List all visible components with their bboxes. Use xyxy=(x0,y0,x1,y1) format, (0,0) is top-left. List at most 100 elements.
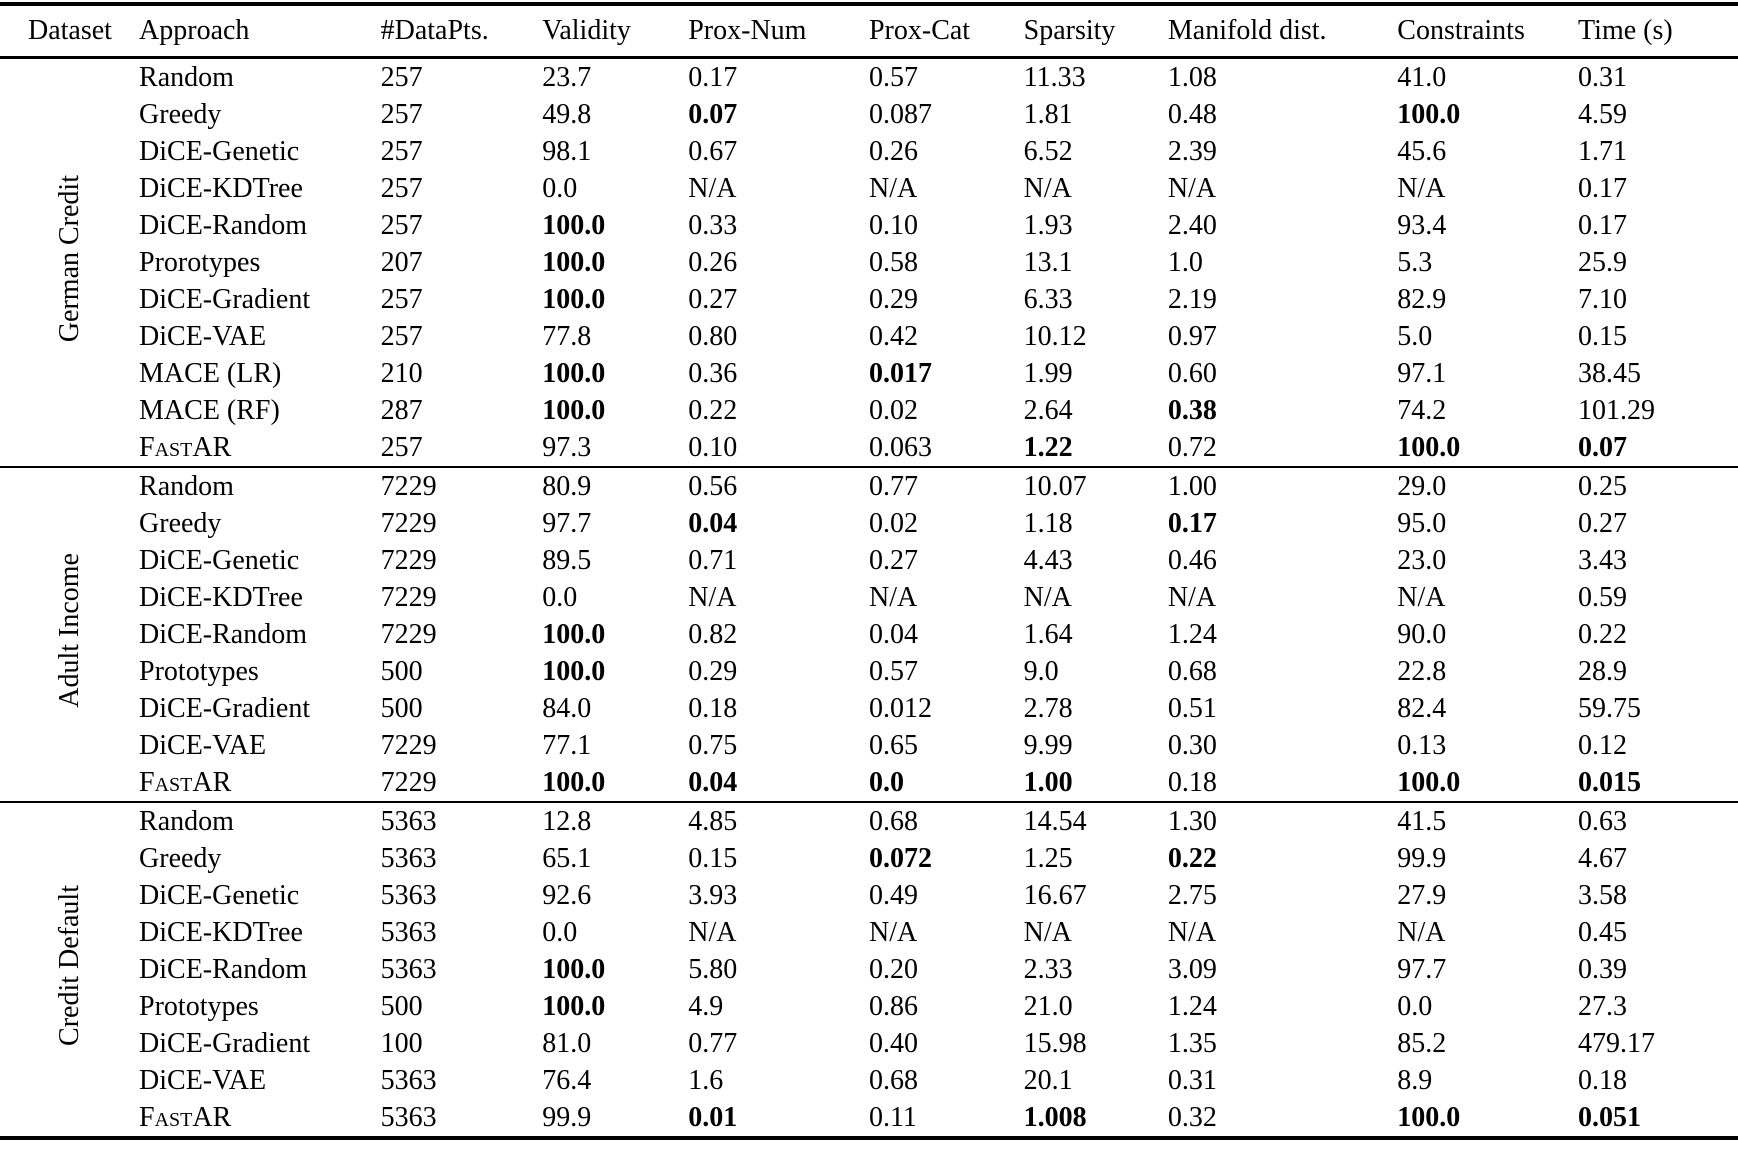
value-cell: 0.12 xyxy=(1578,729,1628,761)
value-cell: 23.7 xyxy=(542,61,592,93)
value-cell: 5363 xyxy=(380,916,437,948)
value-cell: 1.99 xyxy=(1023,357,1073,389)
value-cell: 0.68 xyxy=(868,1064,918,1096)
value-cell: 0.11 xyxy=(868,1101,917,1133)
value-cell: 100.0 xyxy=(1397,766,1461,798)
dataset-group: Credit Default Random 5363 12.8 4.85 0.68 14.5… xyxy=(0,802,1738,1138)
approach-name: DiCE-VAE xyxy=(139,320,267,352)
value-cell: 1.00 xyxy=(1167,470,1217,502)
table-row: DiCE-Gradient 257 100.0 0.27 0.29 6.33 2.19 82.… xyxy=(0,281,1738,318)
value-cell: 0.67 xyxy=(688,135,738,167)
value-cell: 2.33 xyxy=(1023,953,1073,985)
value-cell: 13.1 xyxy=(1023,246,1073,278)
value-cell: 100.0 xyxy=(542,357,606,389)
table-row: Prototypes 500 100.0 0.29 0.57 9.0 0.68 22.8 28.… xyxy=(0,653,1738,690)
value-cell: 0.57 xyxy=(868,655,918,687)
value-cell: 0.56 xyxy=(688,470,738,502)
value-cell: 0.22 xyxy=(1578,618,1628,650)
dataset-label-cell: German Credit xyxy=(0,58,139,468)
value-cell: 257 xyxy=(380,320,423,352)
value-cell: 0.0 xyxy=(542,916,578,948)
table-row: DiCE-Random 7229 100.0 0.82 0.04 1.64 1.24 90.0… xyxy=(0,616,1738,653)
value-cell: 7229 xyxy=(380,544,437,576)
value-cell: 98.1 xyxy=(542,135,592,167)
value-cell: 257 xyxy=(380,431,423,463)
value-cell: 7229 xyxy=(380,470,437,502)
value-cell: 3.09 xyxy=(1167,953,1217,985)
value-cell: 0.58 xyxy=(868,246,918,278)
value-cell: 77.1 xyxy=(542,729,592,761)
value-cell: 100.0 xyxy=(1397,1101,1461,1133)
value-cell: N/A xyxy=(1397,916,1446,948)
table-row: FastAR 7229 100.0 0.04 0.0 1.00 0.18 100.0 0.015 xyxy=(0,764,1738,802)
value-cell: N/A xyxy=(868,172,918,204)
table-row: DiCE-Random 5363 100.0 5.80 0.20 2.33 3.09 97.7… xyxy=(0,951,1738,988)
col-header-dataset: Dataset xyxy=(28,15,112,46)
value-cell: 10.12 xyxy=(1023,320,1087,352)
approach-name: DiCE-Gradient xyxy=(139,283,311,315)
value-cell: 257 xyxy=(380,135,423,167)
value-cell: 1.35 xyxy=(1167,1027,1217,1059)
value-cell: 479.17 xyxy=(1578,1027,1656,1059)
value-cell: 0.087 xyxy=(868,98,932,130)
value-cell: 0.77 xyxy=(688,1027,738,1059)
value-cell: 84.0 xyxy=(542,692,592,724)
value-cell: 0.27 xyxy=(1578,507,1628,539)
value-cell: 5363 xyxy=(380,842,437,874)
value-cell: 101.29 xyxy=(1578,394,1656,426)
col-header-approach: Approach xyxy=(139,15,250,46)
value-cell: 59.75 xyxy=(1578,692,1642,724)
col-header-prox-num: Prox-Num xyxy=(688,15,807,46)
value-cell: 7229 xyxy=(380,766,437,798)
approach-name: MACE (RF) xyxy=(139,394,280,426)
value-cell: 5363 xyxy=(380,805,437,837)
approach-name: DiCE-Genetic xyxy=(139,544,300,576)
value-cell: 0.68 xyxy=(1167,655,1217,687)
table-row: Credit Default Random 5363 12.8 4.85 0.68 14.5… xyxy=(0,802,1738,1046)
col-header-manifold-dist: Manifold dist. xyxy=(1167,15,1327,46)
value-cell: 0.22 xyxy=(1167,842,1217,874)
value-cell: 100.0 xyxy=(542,990,606,1022)
value-cell: 5363 xyxy=(380,879,437,911)
approach-name: DiCE-KDTree xyxy=(139,581,303,613)
value-cell: 0.32 xyxy=(1167,1101,1217,1133)
table-row: MACE (LR) 210 100.0 0.36 0.017 1.99 0.60 97.1 38… xyxy=(0,355,1738,392)
value-cell: 23.0 xyxy=(1397,544,1447,576)
approach-name: DiCE-KDTree xyxy=(139,916,303,948)
value-cell: 1.25 xyxy=(1023,842,1073,874)
table-row: Greedy 257 49.8 0.07 0.087 1.81 0.48 100.0 4.59 xyxy=(0,96,1738,133)
value-cell: 97.7 xyxy=(542,507,592,539)
value-cell: 1.30 xyxy=(1167,805,1217,837)
value-cell: 0.18 xyxy=(1578,1064,1628,1096)
value-cell: 0.02 xyxy=(868,507,918,539)
value-cell: 5363 xyxy=(380,1064,437,1096)
value-cell: 22.8 xyxy=(1397,655,1447,687)
value-cell: 0.51 xyxy=(1167,692,1217,724)
value-cell: 1.24 xyxy=(1167,990,1217,1022)
value-cell: 0.38 xyxy=(1167,394,1217,426)
value-cell: 21.0 xyxy=(1023,990,1073,1022)
value-cell: 81.0 xyxy=(542,1027,592,1059)
value-cell: 100 xyxy=(380,1027,423,1059)
value-cell: 74.2 xyxy=(1397,394,1447,426)
value-cell: 0.015 xyxy=(1578,766,1642,798)
value-cell: 0.33 xyxy=(688,209,738,241)
value-cell: 0.15 xyxy=(1578,320,1628,352)
approach-name: FastAR xyxy=(139,431,232,463)
table-row: DiCE-Gradient 100 81.0 0.77 0.40 15.98 1.35 85.… xyxy=(0,1025,1738,1062)
table-row: DiCE-VAE 257 77.8 0.80 0.42 10.12 0.97 5.0 0.15 xyxy=(0,318,1738,355)
value-cell: 1.93 xyxy=(1023,209,1073,241)
approach-name: DiCE-VAE xyxy=(139,1064,267,1096)
col-header-time: Time (s) xyxy=(1578,15,1673,46)
value-cell: 0.20 xyxy=(868,953,918,985)
value-cell: 257 xyxy=(380,172,423,204)
table-row: Adult Income Random 7229 80.9 0.56 0.77 10.07 1… xyxy=(0,467,1738,708)
approach-name: Prototypes xyxy=(139,990,259,1022)
value-cell: 0.60 xyxy=(1167,357,1217,389)
table-row: MACE (RF) 287 100.0 0.22 0.02 2.64 0.38 74.2 101… xyxy=(0,392,1738,429)
value-cell: 1.64 xyxy=(1023,618,1073,650)
value-cell: 9.0 xyxy=(1023,655,1059,687)
value-cell: 0.27 xyxy=(688,283,738,315)
value-cell: N/A xyxy=(688,916,737,948)
